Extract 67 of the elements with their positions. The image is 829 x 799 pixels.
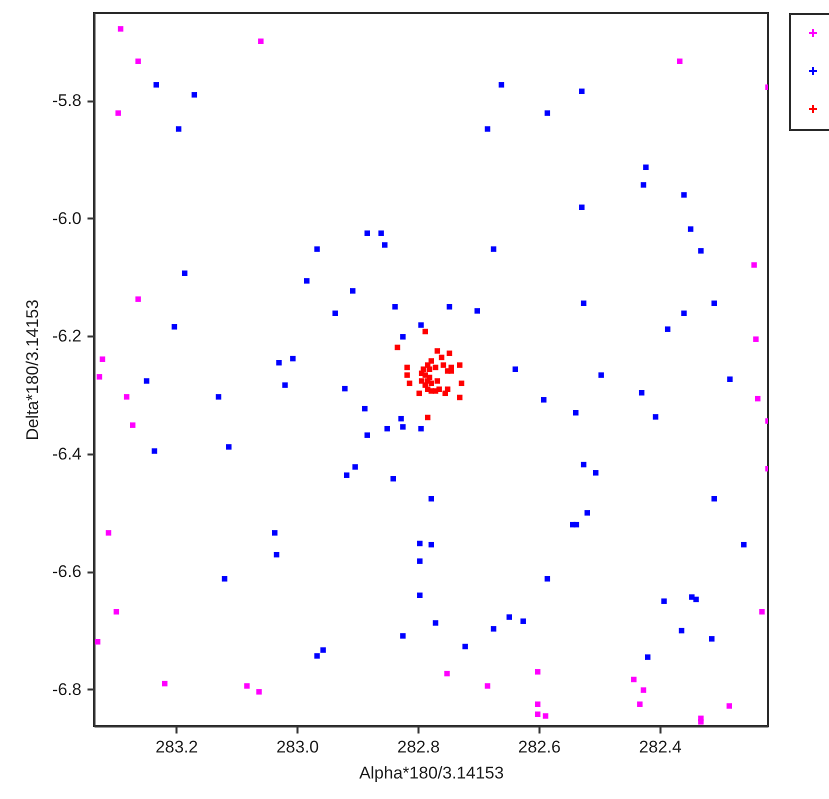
point bbox=[418, 378, 424, 384]
y-tick-label: -6.8 bbox=[52, 680, 82, 699]
x-tick-label: 282.4 bbox=[639, 738, 682, 756]
point bbox=[677, 58, 682, 64]
point bbox=[424, 414, 430, 420]
point bbox=[434, 378, 440, 384]
point bbox=[640, 687, 646, 693]
y-tick-label: -6.0 bbox=[52, 208, 82, 228]
point bbox=[751, 262, 757, 268]
point bbox=[446, 350, 452, 356]
point bbox=[118, 26, 124, 32]
point bbox=[256, 689, 262, 695]
point bbox=[438, 354, 444, 360]
point bbox=[440, 362, 446, 368]
point bbox=[426, 366, 432, 372]
point bbox=[432, 364, 438, 370]
point bbox=[753, 336, 759, 342]
point bbox=[456, 394, 462, 400]
point bbox=[456, 362, 462, 368]
point bbox=[135, 296, 141, 302]
point bbox=[534, 701, 540, 707]
point bbox=[244, 683, 250, 689]
x-tick-label: 282.6 bbox=[518, 738, 561, 756]
x-tick-label: 283.0 bbox=[276, 738, 319, 756]
point bbox=[434, 348, 440, 354]
point bbox=[428, 358, 434, 364]
point bbox=[258, 38, 264, 44]
y-tick-label: -6.6 bbox=[52, 562, 82, 582]
point bbox=[422, 328, 428, 334]
point bbox=[444, 670, 450, 676]
point bbox=[94, 639, 100, 645]
point bbox=[534, 711, 540, 717]
point bbox=[404, 364, 410, 370]
point bbox=[542, 713, 548, 719]
point bbox=[754, 396, 760, 402]
point bbox=[115, 110, 121, 116]
x-tick-label: 283.2 bbox=[155, 738, 198, 756]
point bbox=[416, 390, 422, 396]
point bbox=[444, 386, 450, 392]
point bbox=[106, 530, 112, 536]
point bbox=[484, 683, 490, 689]
point bbox=[404, 372, 410, 378]
x-tick-label: 282.8 bbox=[397, 738, 440, 756]
y-axis-title: Delta*180/3.14153 bbox=[23, 300, 42, 440]
point bbox=[759, 609, 765, 615]
point bbox=[406, 380, 412, 386]
y-tick-label: -6.2 bbox=[52, 326, 82, 346]
point bbox=[124, 394, 130, 400]
point bbox=[726, 703, 732, 709]
point bbox=[394, 344, 400, 350]
point bbox=[100, 356, 106, 362]
point bbox=[698, 719, 704, 725]
point bbox=[436, 386, 442, 392]
point bbox=[534, 669, 540, 675]
y-tick-label: -6.4 bbox=[52, 444, 82, 464]
point bbox=[637, 701, 643, 707]
y-tick-label: -5.8 bbox=[52, 91, 82, 110]
point bbox=[426, 374, 432, 380]
x-axis-title: Alpha*180/3.14153 bbox=[359, 764, 504, 782]
point bbox=[458, 380, 464, 386]
point bbox=[631, 676, 637, 682]
point bbox=[114, 609, 120, 615]
point bbox=[130, 422, 136, 428]
point bbox=[96, 374, 102, 380]
point bbox=[162, 680, 168, 686]
point bbox=[428, 380, 434, 386]
point bbox=[135, 58, 141, 64]
